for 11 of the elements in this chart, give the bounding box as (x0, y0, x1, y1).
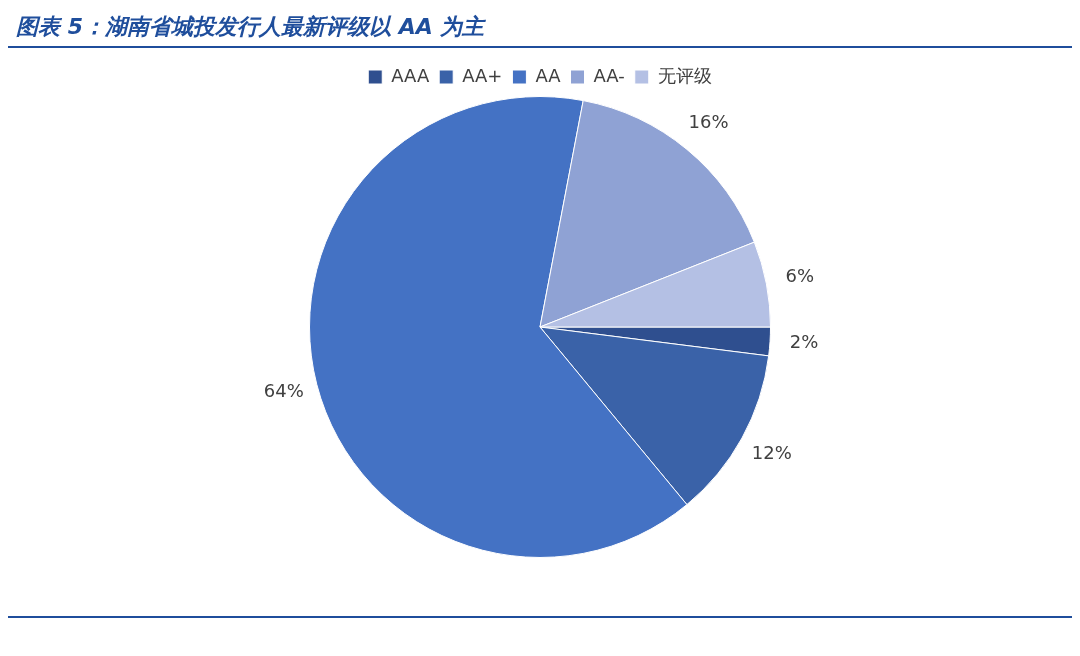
legend-label: AA+ (462, 64, 503, 86)
data-label: 2% (789, 331, 819, 353)
data-label: 16% (688, 110, 729, 132)
legend-label: AAA (391, 64, 430, 86)
data-label: 64% (263, 380, 304, 402)
legend-label: 无评级 (657, 64, 712, 86)
data-label: 6% (785, 265, 815, 287)
chart-title: 图表 5：湖南省城投发行人最新评级以 AA 为主 (8, 8, 1072, 48)
data-label: 12% (751, 442, 792, 464)
legend-label: AA- (593, 64, 625, 86)
legend-label: AA (535, 64, 562, 86)
